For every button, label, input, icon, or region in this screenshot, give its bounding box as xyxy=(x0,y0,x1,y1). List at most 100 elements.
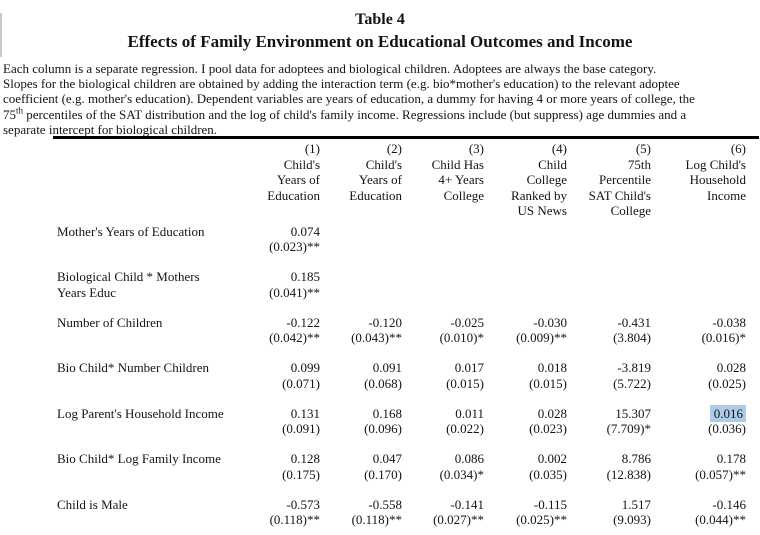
coefficient: -0.122 xyxy=(286,314,320,330)
cell xyxy=(402,269,484,315)
coefficient: -0.030 xyxy=(533,314,567,330)
column-number: (6) xyxy=(730,141,746,156)
coefficient: 0.168 xyxy=(372,405,402,421)
cell: 0.131 (0.091) xyxy=(262,406,320,452)
cell xyxy=(567,269,651,315)
std-error: (5.722) xyxy=(613,375,651,391)
cell: -3.819 (5.722) xyxy=(567,360,651,406)
cell: 0.047 (0.170) xyxy=(320,451,402,497)
coefficient: 0.086 xyxy=(454,451,484,466)
table-row: Bio Child* Log Family Income 0.128 (0.175… xyxy=(0,451,746,497)
scan-edge-artifact xyxy=(0,13,2,57)
std-error: (0.041)** xyxy=(269,284,320,300)
cell: 0.028 (0.025) xyxy=(651,360,746,406)
column-header-4: (4) Child College Ranked by US News xyxy=(484,141,567,224)
cell: 0.099 (0.071) xyxy=(262,360,320,406)
column-title-line: Log Child's xyxy=(685,156,747,172)
cell xyxy=(402,224,484,270)
coefficient: 0.028 xyxy=(716,360,746,375)
std-error: (0.042)** xyxy=(269,330,320,345)
column-title-line: SAT Child's xyxy=(588,187,651,203)
std-error: (0.035) xyxy=(529,466,567,482)
cell: -0.030 (0.009)** xyxy=(484,315,567,361)
cell: -0.431 (3.804) xyxy=(567,315,651,361)
std-error: (0.044)** xyxy=(695,512,746,527)
row-label: Log Parent's Household Income xyxy=(57,405,224,421)
coefficient: 0.074 xyxy=(290,223,320,239)
std-error: (0.010)* xyxy=(439,330,484,345)
cell: 0.018 (0.015) xyxy=(484,360,567,406)
std-error: (0.027)** xyxy=(433,512,484,527)
column-title-line: Years of xyxy=(276,172,320,187)
cell xyxy=(567,224,651,270)
std-error: (0.025)** xyxy=(516,512,567,527)
cell: 0.028 (0.023) xyxy=(484,406,567,452)
cell: 8.786 (12.838) xyxy=(567,451,651,497)
column-header-2: (2) Child's Years of Education xyxy=(320,141,402,224)
coefficient: -0.558 xyxy=(368,496,402,512)
std-error: (7.709)* xyxy=(606,421,651,436)
table-row: Bio Child* Number Children 0.099 (0.071) … xyxy=(0,360,746,406)
std-error: (0.023) xyxy=(529,421,567,436)
cell: -0.146 (0.044)** xyxy=(651,497,746,535)
coefficient: 8.786 xyxy=(621,451,651,466)
column-title-line: Education xyxy=(349,187,402,203)
cell: 0.168 (0.096) xyxy=(320,406,402,452)
coefficient: 0.099 xyxy=(290,360,320,375)
cell: -0.025 (0.010)* xyxy=(402,315,484,361)
cell xyxy=(484,224,567,270)
std-error: (0.057)** xyxy=(695,466,746,482)
table-row: Mother's Years of Education 0.074 (0.023)… xyxy=(0,224,746,270)
coefficient: 0.185 xyxy=(290,269,320,284)
coefficient: 0.131 xyxy=(290,405,320,421)
table-number-heading: Table 4 xyxy=(355,11,405,28)
note-line-5: separate intercept for biological childr… xyxy=(3,121,218,137)
column-header-5: (5) 75th Percentile SAT Child's College xyxy=(567,141,651,224)
column-title-line: US News xyxy=(517,203,567,218)
cell xyxy=(320,269,402,315)
column-title-line: Years of xyxy=(358,172,402,187)
std-error: (0.043)** xyxy=(351,330,402,345)
cell: 0.091 (0.068) xyxy=(320,360,402,406)
std-error: (3.804) xyxy=(613,330,651,345)
std-error: (0.009)** xyxy=(516,330,567,345)
cell xyxy=(320,224,402,270)
column-number: (2) xyxy=(386,141,402,156)
column-title-line: Percentile xyxy=(599,172,651,187)
coefficient: 0.011 xyxy=(455,405,484,421)
cell-highlighted: 0.016 (0.036) xyxy=(651,404,746,452)
std-error: (0.175) xyxy=(282,466,320,482)
column-header-3: (3) Child Has 4+ Years College xyxy=(402,141,484,224)
superscript-th: th xyxy=(16,105,24,116)
note-line-1: Each column is a separate regression. I … xyxy=(3,61,657,76)
column-title-line: Child's xyxy=(365,156,402,172)
cell xyxy=(484,269,567,315)
column-title-line: 75th xyxy=(627,156,651,172)
note-line-4-rest: percentiles of the SAT distribution and … xyxy=(23,106,687,122)
coefficient: -0.120 xyxy=(368,314,402,330)
row-label: Bio Child* Log Family Income xyxy=(57,451,221,466)
column-number: (3) xyxy=(468,141,484,156)
coefficient: 0.128 xyxy=(290,451,320,466)
cell: 1.517 (9.093) xyxy=(567,497,651,535)
column-title-line: Child Has xyxy=(431,156,484,172)
std-error: (0.034)* xyxy=(439,466,484,482)
column-title-line: Education xyxy=(267,187,320,203)
coefficient: 0.047 xyxy=(372,451,402,466)
std-error: (0.118)** xyxy=(269,512,320,527)
regression-table: (1) Child's Years of Education (2) Child… xyxy=(0,141,746,535)
std-error: (12.838) xyxy=(606,466,651,482)
column-title-line: Ranked by xyxy=(511,187,567,203)
column-title-line: 4+ Years xyxy=(438,172,484,187)
std-error: (0.025) xyxy=(708,375,746,391)
cell xyxy=(651,269,746,315)
cell: -0.038 (0.016)* xyxy=(651,315,746,361)
coefficient: -0.115 xyxy=(533,496,567,512)
coefficient: 0.178 xyxy=(716,451,746,466)
coefficient: -0.025 xyxy=(450,314,484,330)
std-error: (0.022) xyxy=(446,421,484,436)
row-label: Biological Child * Mothers Years Educ xyxy=(57,269,200,300)
std-error: (0.118)** xyxy=(351,512,402,527)
selected-value-highlight[interactable]: 0.016 xyxy=(709,404,746,422)
